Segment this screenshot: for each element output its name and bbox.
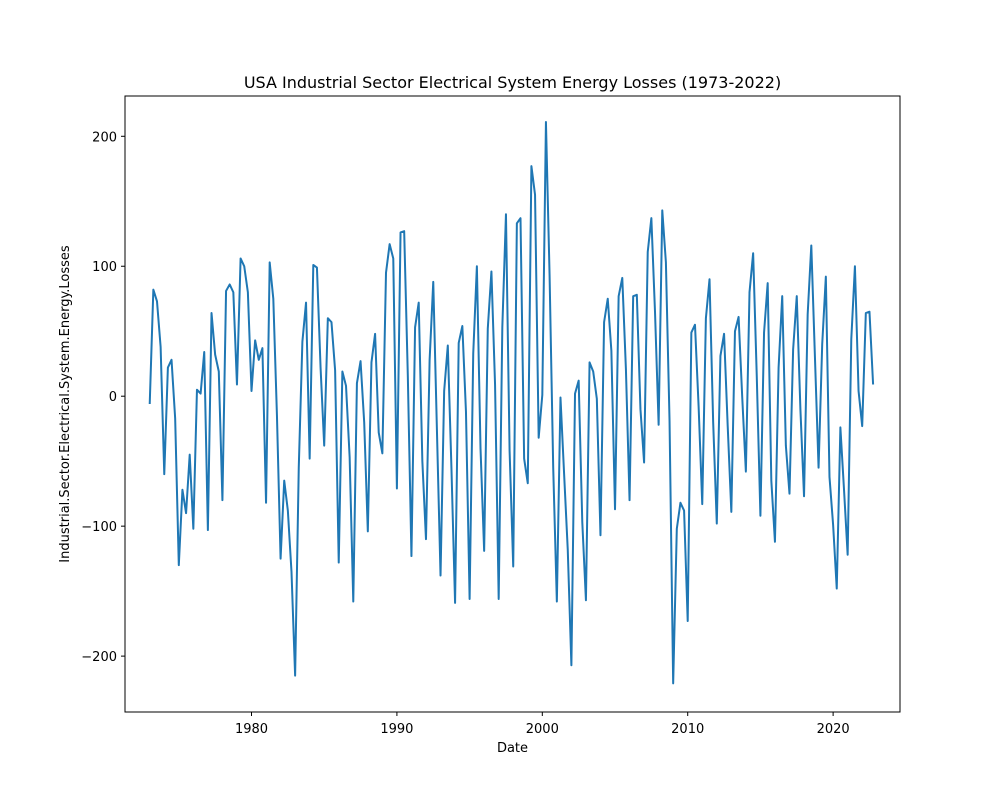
x-tick-label: 2010 [671,722,704,737]
series-line-0 [148,120,875,685]
x-tick-label: 2020 [817,722,850,737]
x-axis-ticks: 1980 1990 2000 2010 2020 [235,712,850,737]
x-axis-label: Date [497,741,528,756]
chart-title: USA Industrial Sector Electrical System … [244,73,781,92]
y-axis-ticks: −200 −100 0 100 200 [81,130,125,665]
plot-area-frame [124,95,901,713]
y-tick-label: 100 [92,260,117,275]
y-tick-label: 0 [109,390,117,405]
x-tick-label: 2000 [526,722,559,737]
y-tick-label: −200 [81,650,117,665]
x-tick-label: 1980 [235,722,268,737]
y-axis-label: Industrial.Sector.Electrical.System.Ener… [58,245,73,563]
series-layer [148,120,875,685]
x-tick-label: 1990 [380,722,413,737]
y-tick-label: 200 [92,130,117,145]
y-tick-label: −100 [81,520,117,535]
